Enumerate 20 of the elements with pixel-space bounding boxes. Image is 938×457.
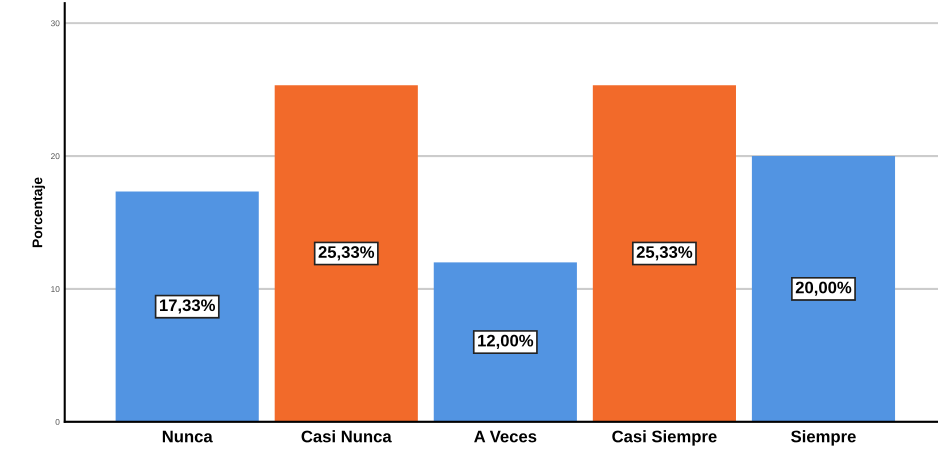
y-tick-label: 30 [50,20,60,26]
data-label: 25,33% [636,246,692,260]
y-tick-label: 20 [51,153,60,160]
bar [434,262,577,422]
x-tick-label: Nunca [162,430,213,442]
data-label: 12,00% [478,334,534,349]
bar [274,85,418,422]
x-tick-label: Casi Nunca [302,430,392,442]
x-tick-label: A Veces [474,430,536,442]
x-tick-label: Casi Siempre [612,430,717,446]
y-tick-label: 10 [51,286,60,292]
data-label: 20,00% [796,282,852,296]
y-tick-label: 0 [56,419,60,425]
bar [592,85,736,422]
y-axis-title: Porcentaje [32,177,46,248]
data-label: 25,33% [318,246,374,260]
x-tick-label: Siempre [791,430,856,446]
bar [116,192,259,422]
bar [752,156,896,422]
data-label: 17,33% [160,299,216,314]
